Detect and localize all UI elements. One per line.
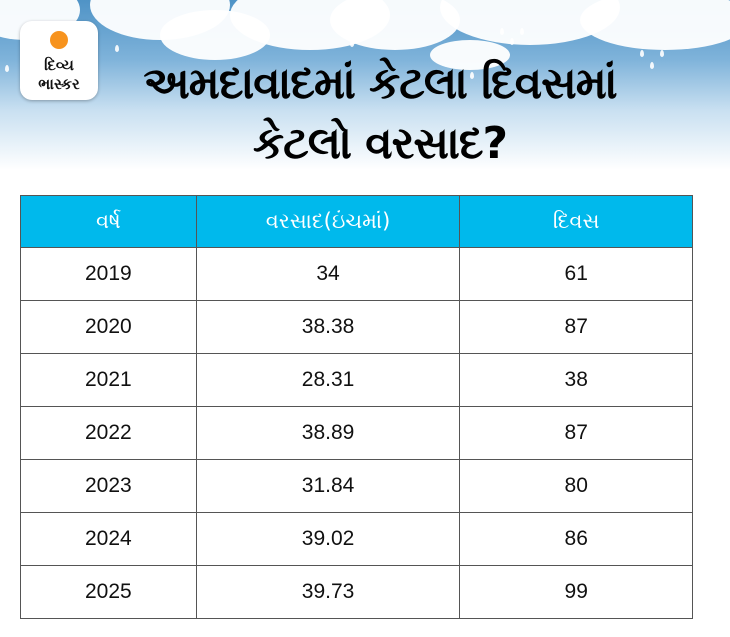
divya-bhaskar-logo: દિવ્ય ભાસ્કર xyxy=(20,21,98,100)
cell-rainfall: 31.84 xyxy=(195,459,461,513)
cell-days: 80 xyxy=(459,459,693,513)
sun-icon xyxy=(50,31,68,49)
cell-days: 87 xyxy=(459,300,693,354)
cell-days: 87 xyxy=(459,406,693,460)
cell-year: 2019 xyxy=(20,247,197,301)
header-rainfall: વરસાદ(ઇંચમાં) xyxy=(195,195,461,248)
cell-rainfall: 28.31 xyxy=(195,353,461,407)
logo-line2: ભાસ્કર xyxy=(38,75,80,93)
table-header-row: વર્ષ વરસાદ(ઇંચમાં) દિવસ xyxy=(20,195,693,248)
cell-days: 99 xyxy=(459,565,693,619)
table-row: 2021 28.31 38 xyxy=(20,353,693,407)
cell-rainfall: 39.73 xyxy=(195,565,461,619)
table-row: 2025 39.73 99 xyxy=(20,565,693,619)
cell-year: 2025 xyxy=(20,565,197,619)
cell-rainfall: 39.02 xyxy=(195,512,461,566)
table-row: 2022 38.89 87 xyxy=(20,406,693,460)
rainfall-table: વર્ષ વરસાદ(ઇંચમાં) દિવસ 2019 34 61 2020 38.3… xyxy=(20,195,693,619)
table-row: 2019 34 61 xyxy=(20,247,693,301)
logo-line1: દિવ્ય xyxy=(44,56,74,74)
table-row: 2023 31.84 80 xyxy=(20,459,693,513)
page-title-line1: અમદાવાદમાં કેટલા દિવસમાં xyxy=(143,58,617,109)
cell-year: 2021 xyxy=(20,353,197,407)
table-row: 2020 38.38 87 xyxy=(20,300,693,354)
cell-rainfall: 38.38 xyxy=(195,300,461,354)
cell-year: 2022 xyxy=(20,406,197,460)
page-title-line2: કેટલો વરસાદ? xyxy=(253,118,508,169)
cell-days: 38 xyxy=(459,353,693,407)
table-row: 2024 39.02 86 xyxy=(20,512,693,566)
cell-days: 86 xyxy=(459,512,693,566)
header-year: વર્ષ xyxy=(20,195,197,248)
cell-rainfall: 34 xyxy=(195,247,461,301)
cell-year: 2023 xyxy=(20,459,197,513)
cell-year: 2020 xyxy=(20,300,197,354)
cell-year: 2024 xyxy=(20,512,197,566)
header-days: દિવસ xyxy=(459,195,693,248)
cell-rainfall: 38.89 xyxy=(195,406,461,460)
cell-days: 61 xyxy=(459,247,693,301)
